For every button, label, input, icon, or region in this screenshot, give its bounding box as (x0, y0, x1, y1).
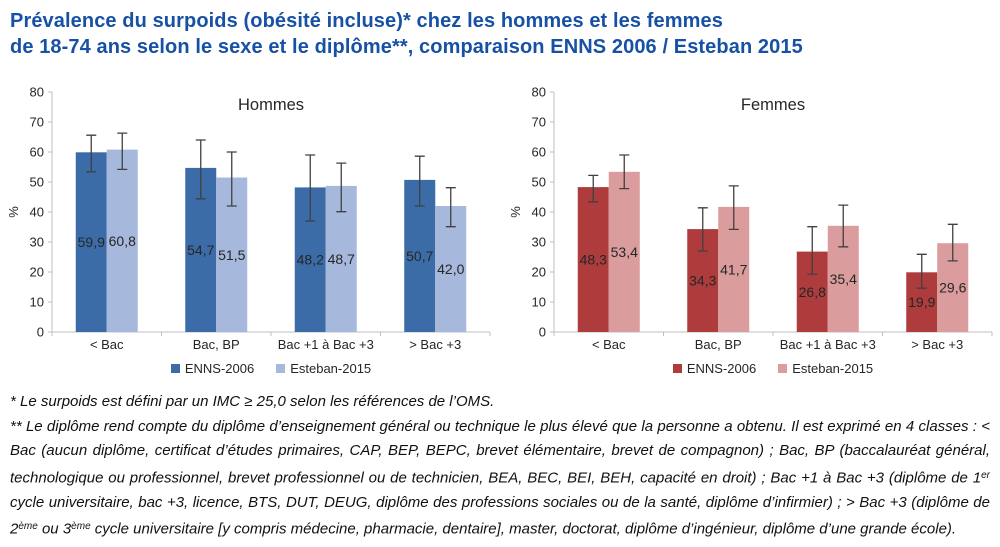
bar-value-label: 50,7 (406, 248, 433, 264)
chart-femmes: 0 10 20 30 40 50 60 70 80% Femmes 48,3 53,4 < Bac 34,… (506, 86, 998, 378)
chart-title: Femmes (741, 96, 805, 114)
bar-value-label: 48,7 (328, 251, 355, 267)
chart-hommes: 0 10 20 30 40 50 60 70 80% Hommes 59,9 60,8 < Bac 54,… (4, 86, 496, 378)
error-bar (336, 162, 347, 213)
bar-esteban-2015-1 (106, 149, 138, 332)
legend-label: Esteban-2015 (792, 360, 874, 376)
category-label: Bac +1 à Bac +3 (278, 337, 374, 352)
y-tick-label: 70 (30, 115, 44, 130)
category-label: Bac, BP (695, 337, 742, 352)
error-bar (697, 207, 708, 252)
footnote-surpoids: * Le surpoids est défini par un IMC ≥ 25… (10, 393, 495, 410)
bar-value-label: 34,3 (689, 273, 716, 289)
bar-value-label: 54,7 (187, 242, 214, 258)
error-bar (728, 185, 739, 231)
page-title: Prévalence du surpoids (obésité incluse)… (10, 8, 990, 60)
category-label: > Bac +3 (911, 337, 963, 352)
y-tick-label: 30 (30, 235, 44, 250)
error-bar (588, 174, 599, 203)
y-tick-label: 20 (532, 265, 546, 280)
category-label: < Bac (592, 337, 626, 352)
y-tick-label: 80 (532, 86, 546, 100)
error-bar (195, 139, 206, 200)
legend-swatch-icon (672, 363, 682, 373)
y-tick-label: 50 (532, 175, 546, 190)
y-tick-label: 70 (532, 115, 546, 130)
bar-value-label: 59,9 (78, 234, 105, 250)
page-title-line2: de 18-74 ans selon le sexe et le diplôme… (10, 36, 803, 58)
bar-value-label: 35,4 (830, 271, 857, 287)
y-tick-label: 10 (30, 295, 44, 310)
chart-legend: ENNS-2006 Esteban-2015 (554, 358, 992, 378)
legend-item-esteban-2015: Esteban-2015 (276, 361, 371, 376)
chart-legend: ENNS-2006 Esteban-2015 (52, 358, 490, 378)
footnote-superscript: ème (71, 521, 91, 532)
bar-value-label: 19,9 (908, 294, 935, 310)
legend-label: ENNS-2006 (686, 360, 757, 376)
page: Prévalence du surpoids (obésité incluse)… (0, 8, 1000, 547)
error-bar (916, 253, 927, 289)
legend-label: Esteban-2015 (290, 360, 372, 376)
footnote-text: ** Le diplôme rend compte du diplôme d’e… (10, 417, 990, 487)
bar-value-label: 48,2 (297, 252, 324, 268)
bar-value-label: 26,8 (799, 284, 826, 300)
legend-item-enns-2006: ENNS-2006 (170, 360, 255, 376)
error-bar (947, 223, 958, 262)
y-axis-label: % (6, 206, 21, 218)
y-tick-label: 40 (30, 205, 44, 220)
legend-label: ENNS-2006 (184, 360, 255, 376)
y-tick-label: 0 (37, 325, 44, 340)
legend-item-esteban-2015: Esteban-2015 (778, 361, 873, 376)
legend-item-enns-2006: ENNS-2006 (672, 360, 757, 376)
page-title-line1: Prévalence du surpoids (obésité incluse)… (10, 10, 723, 32)
footnotes: * Le surpoids est défini par un IMC ≥ 25… (0, 390, 1000, 542)
footnote-superscript: ème (18, 521, 38, 532)
legend-swatch-icon (170, 363, 180, 373)
error-bar (305, 154, 316, 222)
error-bar (838, 204, 849, 248)
y-axis-label: % (508, 206, 523, 218)
error-bar (619, 154, 630, 190)
bar-enns-2006-1 (75, 152, 107, 332)
footnote-superscript: er (981, 469, 990, 481)
bar-value-label: 29,6 (939, 280, 966, 296)
bar-value-label: 60,8 (109, 233, 136, 249)
chart-canvas: 0 10 20 30 40 50 60 70 80% Hommes 59,9 60,8 < Bac 54,… (6, 86, 491, 352)
bar-enns-2006-1 (577, 187, 609, 332)
bar-value-label: 51,5 (218, 247, 245, 263)
legend-swatch-icon (778, 363, 788, 373)
error-bar (117, 132, 128, 171)
y-tick-label: 60 (532, 145, 546, 160)
chart-title: Hommes (238, 96, 304, 114)
category-label: Bac, BP (193, 337, 240, 352)
charts-row: 0 10 20 30 40 50 60 70 80% Hommes 59,9 60,8 < Bac 54,… (0, 86, 1000, 378)
y-tick-label: 50 (30, 175, 44, 190)
bar-esteban-2015-1 (608, 171, 640, 332)
y-tick-label: 20 (30, 265, 44, 280)
error-bar (226, 151, 237, 207)
y-tick-label: 10 (532, 295, 546, 310)
error-bar (445, 187, 456, 228)
bar-value-label: 41,7 (720, 261, 747, 277)
bar-value-label: 53,4 (611, 244, 638, 260)
error-bar (414, 155, 425, 207)
y-tick-label: 60 (30, 145, 44, 160)
footnote-diplome: ** Le diplôme rend compte du diplôme d’e… (10, 415, 990, 543)
footnote-text: ou 3 (37, 520, 72, 538)
category-label: > Bac +3 (409, 337, 461, 352)
footnote-text: cycle universitaire, bac +3, licence, BT… (10, 493, 990, 538)
bar-value-label: 48,3 (580, 252, 607, 268)
y-tick-label: 0 (539, 325, 546, 340)
y-tick-label: 40 (532, 205, 546, 220)
bar-value-label: 42,0 (437, 261, 464, 277)
footnote-text: cycle universitaire [y compris médecine,… (90, 520, 957, 538)
error-bar (807, 226, 818, 275)
y-tick-label: 30 (532, 235, 546, 250)
category-label: < Bac (90, 337, 124, 352)
category-label: Bac +1 à Bac +3 (780, 337, 876, 352)
error-bar (86, 134, 97, 173)
legend-swatch-icon (276, 363, 286, 373)
chart-canvas: 0 10 20 30 40 50 60 70 80% Femmes 48,3 53,4 < Bac 34,… (508, 86, 993, 352)
y-tick-label: 80 (30, 86, 44, 100)
